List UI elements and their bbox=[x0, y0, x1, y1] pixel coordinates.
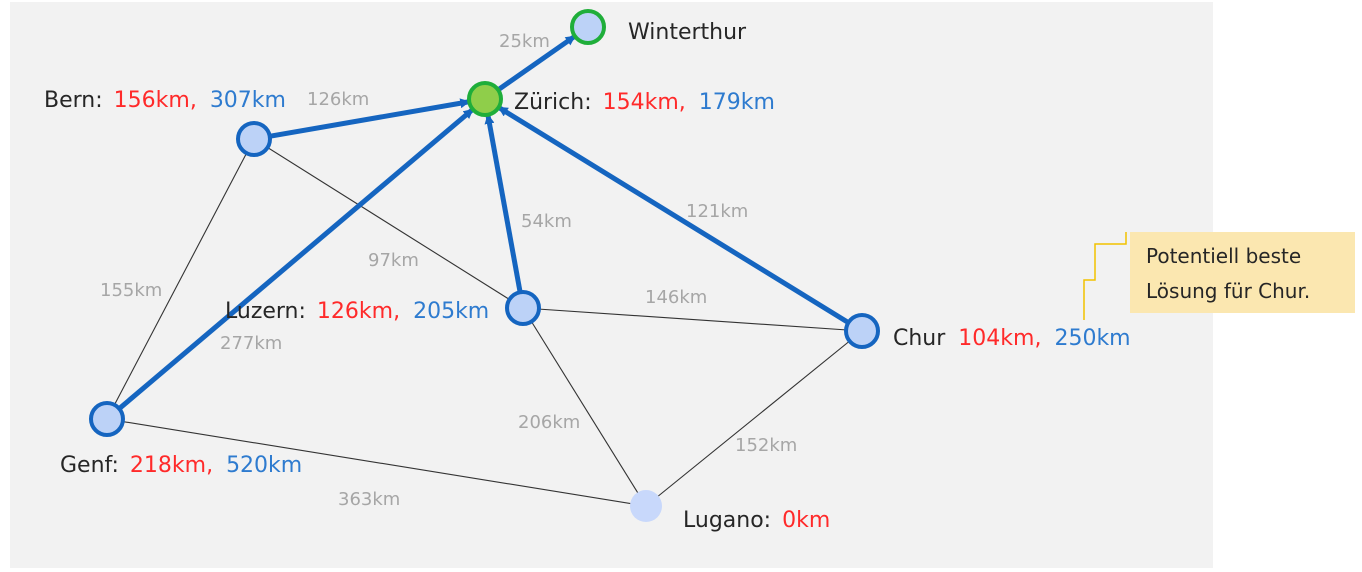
winterthur-label: Winterthur bbox=[628, 20, 747, 45]
edge-label-luzern-lugano: 206km bbox=[518, 412, 580, 433]
lugano-label: Lugano: 0km bbox=[683, 508, 830, 533]
edge-luzern-zurich bbox=[484, 113, 523, 294]
lugano-name: Lugano: bbox=[683, 508, 771, 533]
zurich-label: Zürich: 154km, 179km bbox=[514, 90, 775, 115]
edge-label-genf-lugano: 363km bbox=[338, 489, 400, 510]
edge-bern-luzern bbox=[253, 138, 524, 309]
note-line-1: Potentiell beste bbox=[1146, 244, 1301, 268]
edges-layer bbox=[106, 34, 863, 507]
edge-label-luzern-zurich: 54km bbox=[521, 211, 572, 232]
edge-chur-lugano bbox=[645, 330, 863, 507]
chur-label: Chur 104km, 250km bbox=[893, 326, 1131, 351]
nodes-layer bbox=[89, 9, 880, 522]
edge-label-genf-zurich: 277km bbox=[220, 333, 282, 354]
genf-name: Genf: bbox=[60, 453, 119, 478]
winterthur-name: Winterthur bbox=[628, 20, 747, 45]
edge-luzern-chur bbox=[522, 307, 863, 332]
node-zurich bbox=[467, 81, 503, 117]
bern-dist-blue: 307km bbox=[210, 88, 286, 113]
genf-dist-red: 218km, bbox=[130, 453, 213, 478]
node-luzern bbox=[505, 290, 541, 326]
edge-labels-layer: 155km 97km 146km 206km 152km 363km 126km 277km 5… bbox=[100, 31, 797, 510]
edge-label-zurich-winterthur: 25km bbox=[499, 31, 550, 52]
bern-name: Bern: bbox=[44, 88, 103, 113]
note-box bbox=[1130, 232, 1355, 313]
node-bern bbox=[236, 121, 272, 157]
luzern-dist-blue: 205km bbox=[413, 299, 489, 324]
node-winterthur bbox=[570, 9, 606, 45]
luzern-name: Luzern: bbox=[225, 299, 306, 324]
edge-genf-lugano bbox=[106, 418, 647, 507]
zurich-dist-red: 154km, bbox=[603, 90, 686, 115]
node-lugano bbox=[630, 490, 662, 522]
note-connector-line bbox=[1083, 232, 1127, 320]
edge-label-bern-luzern: 97km bbox=[368, 250, 419, 271]
note-line-2: Lösung für Chur. bbox=[1146, 279, 1310, 303]
edge-zurich-winterthur bbox=[495, 34, 576, 93]
edge-chur-zurich bbox=[497, 105, 851, 326]
luzern-label: Luzern: 126km, 205km bbox=[225, 299, 489, 324]
zurich-name: Zürich: bbox=[514, 90, 592, 115]
edge-label-chur-lugano: 152km bbox=[735, 435, 797, 456]
edge-label-chur-zurich: 121km bbox=[686, 201, 748, 222]
chur-dist-blue: 250km bbox=[1054, 326, 1130, 351]
edge-label-bern-zurich: 126km bbox=[307, 89, 369, 110]
genf-dist-blue: 520km bbox=[226, 453, 302, 478]
bern-dist-red: 156km, bbox=[114, 88, 197, 113]
luzern-dist-red: 126km, bbox=[317, 299, 400, 324]
node-chur bbox=[844, 313, 880, 349]
bern-label: Bern: 156km, 307km bbox=[44, 88, 286, 113]
node-labels: Winterthur Zürich: 154km, 179km Bern: 15… bbox=[44, 20, 1131, 533]
chur-name: Chur bbox=[893, 326, 946, 351]
graph-panel-background bbox=[10, 2, 1213, 568]
chur-dist-red: 104km, bbox=[958, 326, 1041, 351]
node-genf bbox=[89, 401, 125, 437]
genf-label: Genf: 218km, 520km bbox=[60, 453, 302, 478]
edge-bern-genf bbox=[106, 138, 255, 420]
edge-label-luzern-chur: 146km bbox=[645, 287, 707, 308]
edge-genf-zurich bbox=[116, 108, 474, 412]
edge-label-bern-genf: 155km bbox=[100, 280, 162, 301]
lugano-dist-red: 0km bbox=[782, 508, 830, 533]
edge-luzern-lugano bbox=[522, 307, 647, 507]
edge-bern-zurich bbox=[268, 98, 471, 139]
zurich-dist-blue: 179km bbox=[699, 90, 775, 115]
annotation-note: Potentiell beste Lösung für Chur. bbox=[1083, 232, 1355, 320]
